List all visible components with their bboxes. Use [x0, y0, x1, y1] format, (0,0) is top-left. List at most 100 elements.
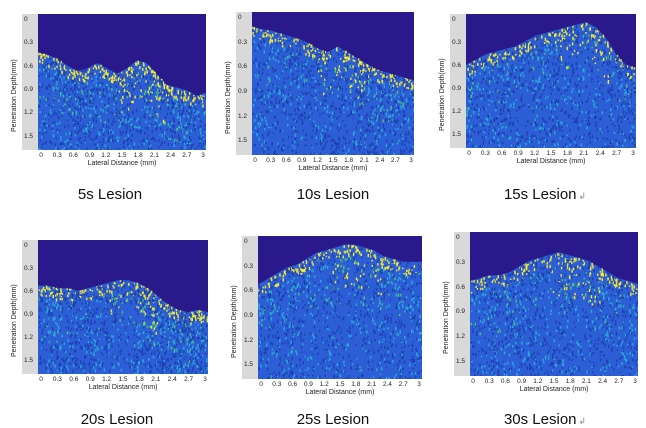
oct-image-10s [252, 12, 414, 155]
y-tick-label: 0.3 [238, 38, 248, 46]
x-tick-label: 1.2 [530, 150, 540, 157]
x-tick-label: 0 [471, 378, 475, 385]
x-tick-label: 1.8 [565, 378, 575, 385]
paragraph-mark-icon: ↲ [578, 191, 587, 201]
y-axis-label: Penetration Depth(mm) [11, 59, 18, 132]
x-tick-label: 1.8 [344, 157, 354, 164]
x-tick-label: 2.1 [367, 381, 377, 388]
y-tick-label: 0.6 [452, 61, 462, 69]
y-tick-label: 0 [244, 238, 248, 245]
axis-strip [22, 240, 38, 374]
x-tick-label: 2.4 [598, 378, 608, 385]
x-axis-label: Lateral Distance (mm) [516, 158, 586, 165]
x-tick-label: 1.5 [335, 381, 345, 388]
x-tick-label: 3 [417, 381, 421, 388]
x-tick-label: 2.1 [581, 378, 591, 385]
y-tick-label: 0.9 [456, 308, 466, 316]
y-axis-label: Penetration Depth(mm) [225, 60, 232, 134]
x-tick-label: 1.2 [312, 157, 322, 164]
y-tick-label: 0.3 [452, 38, 462, 46]
y-tick-label: 1.5 [452, 130, 462, 138]
axis-strip [22, 14, 38, 150]
y-tick-label: 0.3 [244, 262, 254, 270]
x-tick-label: 1.8 [133, 152, 143, 159]
x-tick-label: 0.6 [69, 376, 79, 383]
x-tick-label: 1.8 [562, 150, 572, 157]
panel-caption: 20s Lesion [81, 411, 154, 428]
y-tick-label: 0.6 [244, 287, 254, 295]
y-tick-label: 0 [238, 14, 242, 21]
x-tick-label: 2.1 [579, 150, 589, 157]
x-tick-label: 1.2 [101, 152, 111, 159]
y-tick-label: 0 [452, 16, 456, 23]
y-tick-label: 1.2 [24, 109, 34, 117]
caption-text: 20s Lesion [80, 411, 154, 428]
panel-caption: 25s Lesion [297, 411, 370, 428]
x-tick-label: 0 [39, 376, 43, 383]
y-tick-label: 1.5 [456, 358, 466, 366]
y-tick-label: 0.3 [24, 39, 34, 47]
oct-image-30s [470, 232, 638, 376]
y-tick-label: 0.9 [452, 84, 462, 92]
x-tick-label: 0.3 [480, 150, 490, 157]
paragraph-mark-icon: ↲ [578, 416, 587, 426]
caption-text: 5s Lesion [77, 186, 143, 203]
oct-image-15s [466, 14, 636, 148]
y-tick-label: 1.5 [24, 356, 34, 364]
x-tick-label: 0.6 [288, 381, 298, 388]
x-tick-label: 0.9 [85, 376, 95, 383]
x-tick-label: 1.2 [533, 378, 543, 385]
y-axis-label: Penetration Depth(mm) [231, 284, 238, 358]
x-tick-label: 0.9 [85, 152, 95, 159]
x-tick-label: 0.6 [281, 157, 291, 164]
y-tick-label: 1.2 [24, 333, 34, 341]
x-tick-label: 0.3 [272, 381, 282, 388]
x-tick-label: 2.7 [614, 378, 624, 385]
x-axis-label: Lateral Distance (mm) [519, 386, 589, 393]
y-tick-label: 0 [24, 242, 28, 249]
y-tick-label: 1.5 [24, 132, 34, 140]
caption-text: 25s Lesion [296, 411, 370, 428]
x-tick-label: 1.2 [102, 376, 112, 383]
y-tick-label: 1.2 [452, 107, 462, 115]
axis-strip [242, 236, 258, 379]
x-tick-label: 2.7 [612, 150, 622, 157]
caption-text: 10s Lesion [296, 186, 370, 203]
y-tick-label: 1.5 [244, 361, 254, 369]
y-tick-label: 0.9 [24, 86, 34, 93]
panel-caption: 15s Lesion ↲ [504, 186, 586, 203]
x-tick-label: 0 [259, 381, 263, 388]
y-tick-label: 1.2 [456, 333, 466, 341]
x-axis-label: Lateral Distance (mm) [305, 389, 375, 396]
caption-text: 15s Lesion [503, 186, 577, 203]
y-tick-label: 1.5 [238, 137, 248, 145]
y-tick-label: 0.6 [456, 283, 466, 291]
y-tick-label: 1.2 [244, 336, 254, 344]
x-tick-label: 2.4 [375, 157, 385, 164]
x-tick-label: 2.1 [151, 376, 161, 383]
axis-strip [450, 14, 466, 148]
x-tick-label: 2.4 [167, 376, 177, 383]
y-axis-label: Penetration Depth(mm) [11, 284, 18, 357]
x-tick-label: 3 [633, 378, 637, 385]
x-tick-label: 0 [39, 152, 43, 159]
x-tick-label: 2.1 [149, 152, 159, 159]
x-tick-label: 1.5 [549, 378, 559, 385]
x-tick-label: 0.6 [497, 150, 507, 157]
x-tick-label: 3 [201, 152, 205, 159]
y-tick-label: 0.9 [238, 87, 248, 95]
x-tick-label: 0.3 [52, 152, 62, 159]
x-tick-label: 1.8 [134, 376, 144, 383]
x-tick-label: 1.5 [118, 376, 128, 383]
x-tick-label: 1.8 [351, 381, 361, 388]
y-tick-label: 0.6 [24, 62, 34, 70]
x-tick-label: 0 [467, 150, 471, 157]
x-tick-label: 1.5 [117, 152, 127, 159]
x-tick-label: 1.5 [328, 157, 338, 164]
x-tick-label: 0.9 [517, 378, 527, 385]
x-tick-label: 2.4 [166, 152, 176, 159]
x-axis-label: Lateral Distance (mm) [298, 165, 368, 172]
y-tick-label: 0 [24, 16, 28, 23]
x-tick-label: 0.3 [266, 157, 276, 164]
x-tick-label: 0.9 [297, 157, 307, 164]
